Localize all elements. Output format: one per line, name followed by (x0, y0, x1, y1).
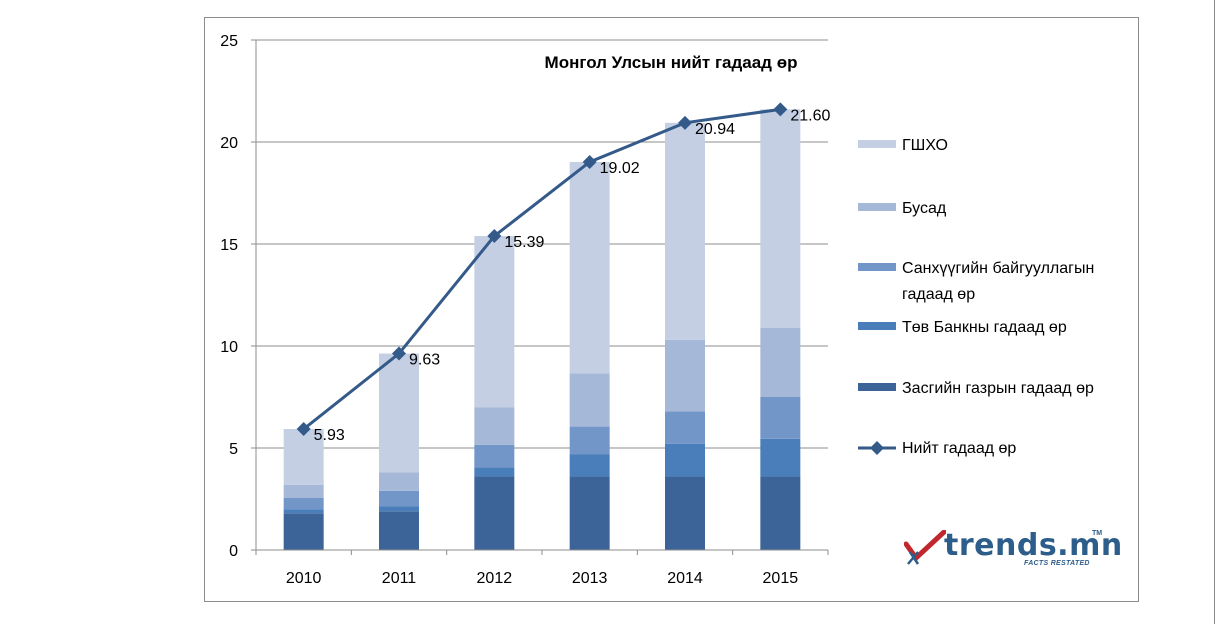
legend: ГШХО Бусад Санхүүгийн байгууллагын гадаад ө… (858, 137, 1094, 457)
bar-segment (665, 443, 705, 477)
legend-swatch (858, 263, 896, 271)
bar-segment (379, 506, 419, 512)
gridlines (256, 39, 828, 449)
total-line-marker (487, 229, 502, 244)
y-tick-label: 20 (220, 135, 238, 152)
y-tick-label: 25 (220, 33, 238, 50)
bar-segment (569, 476, 610, 550)
legend-swatch (858, 203, 896, 211)
legend-label: Нийт гадаад өр (902, 440, 1016, 457)
legend-line-marker (870, 441, 884, 455)
legend-swatch (858, 322, 896, 330)
bar-segment (665, 411, 705, 444)
data-label: 9.63 (409, 352, 440, 369)
bar-segment (665, 339, 705, 412)
y-tick-label: 0 (229, 543, 238, 560)
data-labels: 5.93 9.63 15.39 19.02 20.94 21.60 (314, 107, 831, 444)
bar-segment (379, 490, 419, 507)
data-label: 19.02 (600, 160, 640, 177)
total-debt-line (296, 102, 788, 437)
bar-segment (283, 429, 324, 485)
x-tick-label: 2012 (477, 570, 513, 587)
data-label: 20.94 (695, 121, 735, 138)
trends-logo: trends.mn TM FACTS RESTATED (904, 528, 1122, 572)
bar-segment (760, 109, 801, 328)
x-tick-label: 2014 (667, 570, 703, 587)
bar-segment (665, 476, 705, 550)
legend-label: ГШХО (902, 137, 948, 154)
data-label: 15.39 (504, 234, 544, 251)
window-edge-line (1214, 0, 1215, 624)
bar-segment (569, 426, 610, 455)
legend-swatch (858, 140, 896, 148)
legend-label: Санхүүгийн байгууллагын (902, 260, 1094, 277)
data-label: 5.93 (314, 427, 345, 444)
total-line-marker (392, 346, 406, 361)
legend-label: Засгийн газрын гадаад өр (902, 380, 1094, 397)
bar-segment (379, 511, 419, 550)
bar-segment (569, 161, 610, 374)
bar-segment (569, 454, 610, 477)
y-tick-label: 15 (220, 237, 238, 254)
bar-segment (569, 373, 610, 427)
tick-labels: 0 5 10 15 20 25 2010 2011 2012 2013 2014 2015 (220, 33, 798, 587)
x-tick-label: 2010 (286, 570, 322, 587)
data-label: 21.60 (790, 107, 830, 124)
x-tick-label: 2011 (382, 570, 417, 587)
x-tick-label: 2013 (572, 570, 608, 587)
bar-segment (283, 497, 324, 510)
total-line-marker (773, 102, 788, 117)
total-line-path (302, 107, 781, 431)
y-tick-label: 5 (229, 441, 238, 458)
check-mark-icon (904, 530, 946, 565)
legend-label: Төв Банкны гадаад өр (902, 319, 1067, 336)
stacked-bars (283, 109, 801, 550)
bar-segment (283, 484, 324, 498)
bar-segment (760, 476, 801, 550)
bar-segment (760, 438, 801, 477)
legend-label: Бусад (902, 200, 947, 217)
bar-segment (474, 407, 515, 445)
bar-segment (474, 444, 515, 468)
axes (251, 39, 829, 555)
logo-name: trends.mn (944, 528, 1123, 563)
bar-segment (474, 476, 515, 550)
x-tick-label: 2015 (763, 570, 799, 587)
bar-segment (474, 236, 515, 408)
legend-swatch (858, 383, 896, 391)
total-line-marker (678, 115, 692, 130)
bar-segment (760, 327, 801, 397)
legend-label: гадаад өр (902, 286, 975, 303)
logo-tagline: FACTS RESTATED (1024, 560, 1090, 567)
bar-segment (283, 509, 324, 514)
bar-segment (283, 513, 324, 550)
bar-segment (474, 467, 515, 477)
chart-title: Монгол Улсын нийт гадаад өр (545, 53, 798, 72)
bar-segment (379, 472, 419, 491)
bar-segment (379, 353, 419, 473)
logo-trademark: TM (1092, 530, 1103, 537)
total-line-marker (296, 422, 311, 437)
y-tick-label: 10 (220, 339, 238, 356)
bar-segment (665, 122, 705, 340)
total-line-marker (582, 154, 597, 169)
bar-segment (760, 397, 801, 439)
